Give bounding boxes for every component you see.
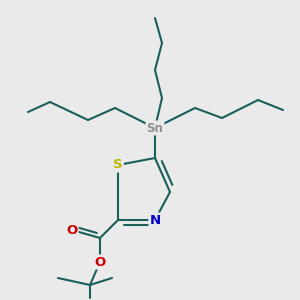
Text: O: O [66,224,78,236]
Text: O: O [94,256,106,268]
Text: Sn: Sn [147,122,164,134]
Text: N: N [149,214,161,226]
Text: S: S [113,158,123,172]
